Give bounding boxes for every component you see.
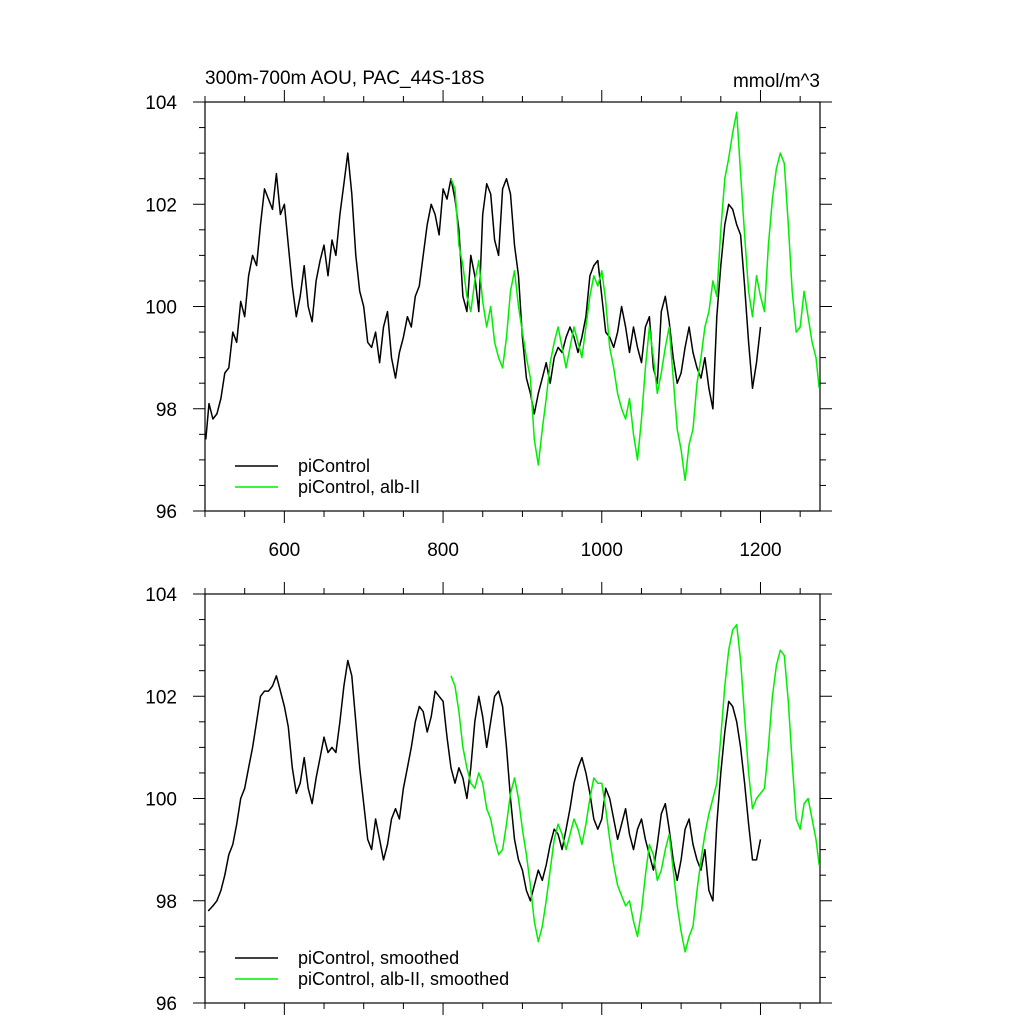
series-line-picontrol-alb-ii	[450, 111, 820, 482]
y-tick-label: 96	[156, 502, 177, 523]
y-tick-label: 98	[156, 400, 177, 421]
y-tick-label: 102	[145, 687, 177, 708]
units-label: mmol/m^3	[733, 71, 820, 92]
x-tick-label: 1200	[739, 540, 781, 561]
y-tick-label: 98	[156, 892, 177, 913]
legend-label: piControl	[298, 456, 370, 476]
figure-title: 300m-700m AOU, PAC_44S-18S	[205, 68, 485, 89]
x-tick-label: 1000	[581, 540, 623, 561]
bottom-panel: 96 98 100 102 104 piControl, smoothedpiContro…	[145, 582, 832, 1015]
top-panel: 600 800 1000 1200 96 98 100 102 104 piControlpiCo…	[145, 90, 832, 561]
legend-label: piControl, alb-II, smoothed	[298, 969, 509, 989]
y-tick-label: 100	[145, 298, 177, 319]
y-tick-label: 96	[156, 994, 177, 1015]
legend-label: piControl, smoothed	[298, 948, 459, 968]
x-tick-label: 800	[427, 540, 459, 561]
x-tick-label: 600	[269, 540, 301, 561]
series-line-picontrol	[205, 152, 762, 440]
series-line-picontrol	[207, 659, 762, 912]
series-line-picontrol-alb-ii	[450, 623, 820, 953]
y-tick-label: 104	[145, 585, 177, 606]
y-tick-label: 104	[145, 93, 177, 114]
legend-label: piControl, alb-II	[298, 477, 420, 497]
y-tick-label: 100	[145, 790, 177, 811]
y-tick-label: 102	[145, 195, 177, 216]
